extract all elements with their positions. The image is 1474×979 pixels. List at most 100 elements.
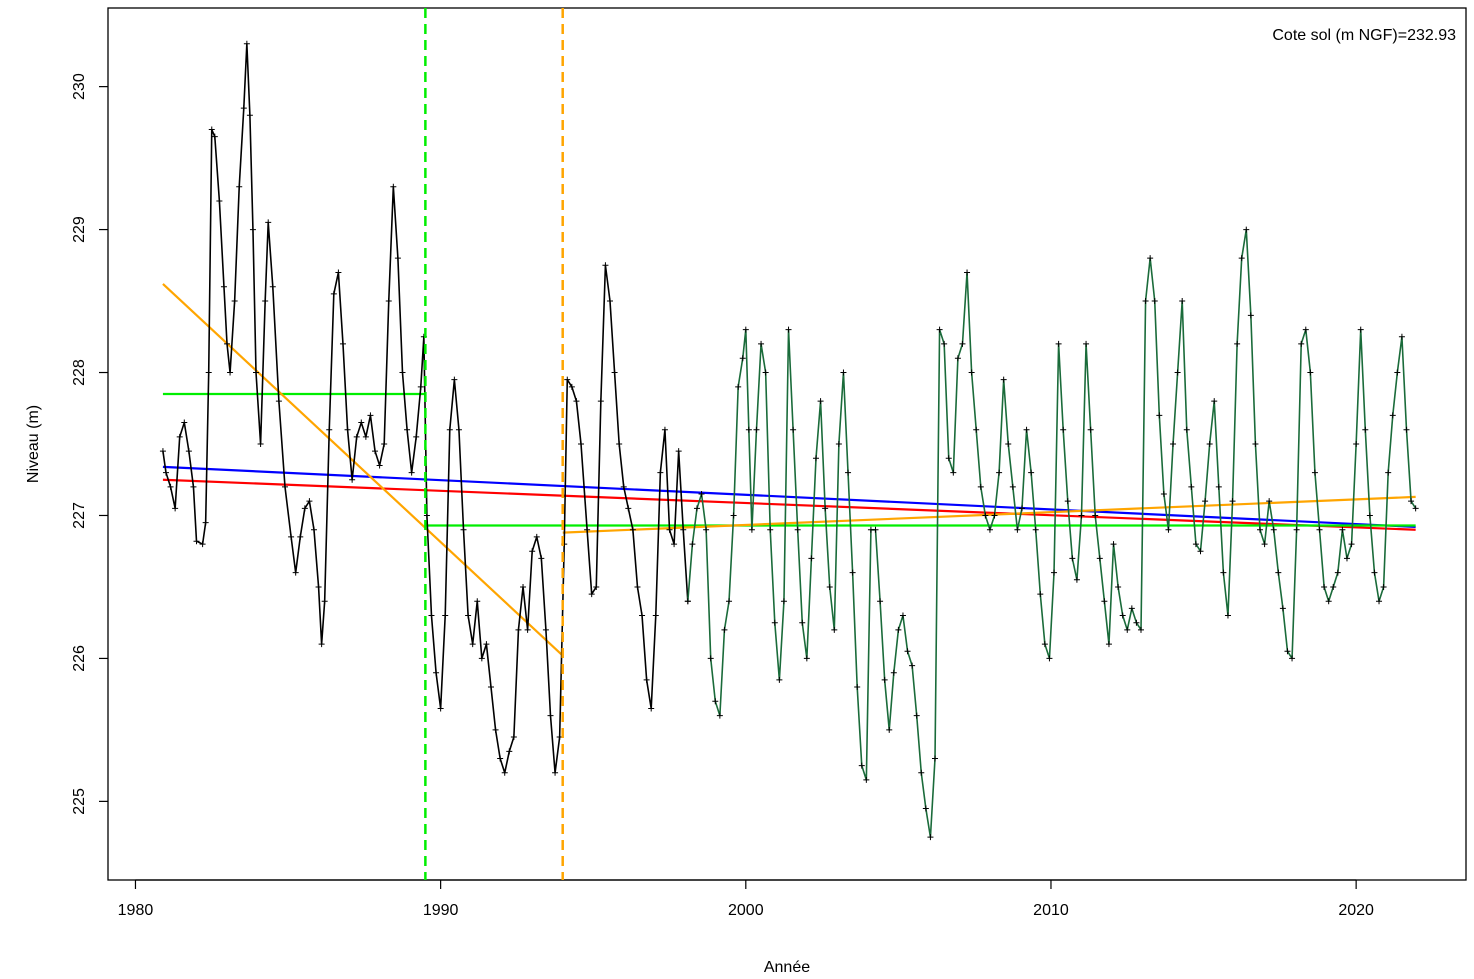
data-point (895, 626, 902, 633)
data-point (1289, 655, 1296, 662)
data-point (643, 676, 650, 683)
data-point (465, 612, 472, 619)
data-point (506, 748, 513, 755)
data-point (1376, 598, 1383, 605)
fit-line (162, 283, 564, 657)
data-point (671, 541, 678, 548)
data-point (474, 598, 481, 605)
data-point (542, 626, 549, 633)
data-point (584, 526, 591, 533)
data-point (780, 598, 787, 605)
data-point (1028, 469, 1035, 476)
data-point (835, 441, 842, 447)
data-point (446, 426, 453, 433)
data-point (1293, 526, 1300, 533)
data-point (1055, 340, 1062, 347)
data-point (1142, 298, 1149, 305)
data-point (954, 355, 961, 362)
data-point (684, 598, 691, 605)
data-point (794, 526, 801, 533)
data-point (310, 526, 317, 533)
data-point (451, 376, 458, 383)
data-point (501, 769, 508, 776)
data-point (771, 619, 778, 626)
data-point (1128, 605, 1135, 612)
data-point (318, 641, 325, 648)
data-point (620, 483, 627, 490)
data-point (497, 755, 504, 762)
data-point (1298, 340, 1305, 347)
data-point (265, 219, 272, 226)
data-point (845, 469, 852, 476)
data-point (1266, 498, 1273, 505)
data-point (1202, 498, 1209, 505)
annotation-ground-level: Cote sol (m NGF)=232.93 (1272, 27, 1456, 44)
data-point (224, 340, 231, 347)
data-point (185, 448, 192, 455)
data-point (1279, 605, 1286, 612)
data-point (790, 426, 797, 433)
data-point (1188, 483, 1195, 490)
data-point (1220, 569, 1227, 576)
data-point (863, 776, 870, 783)
data-point (533, 533, 540, 540)
data-point (1238, 255, 1245, 262)
data-point (159, 448, 166, 455)
data-point (913, 712, 920, 719)
data-point (275, 398, 282, 405)
data-point (404, 426, 411, 433)
data-point (564, 376, 571, 383)
data-point (306, 498, 313, 505)
data-point (358, 419, 365, 426)
data-point (890, 669, 897, 676)
data-point (236, 183, 243, 190)
data-point (881, 676, 888, 683)
data-point (1215, 483, 1222, 490)
data-point (849, 569, 856, 576)
x-tick-label: 2000 (728, 902, 764, 919)
data-point (831, 626, 838, 633)
y-tick-label: 230 (71, 73, 88, 100)
data-point (1138, 626, 1144, 633)
data-point (776, 676, 783, 683)
data-point (753, 426, 760, 433)
data-point (394, 255, 401, 262)
data-point (1018, 505, 1025, 512)
data-point (288, 533, 295, 540)
data-point (762, 369, 769, 376)
data-point (1096, 555, 1103, 562)
data-point (487, 684, 494, 691)
data-point (216, 197, 223, 204)
data-point (1000, 376, 1007, 383)
data-point (986, 526, 993, 533)
data-point (758, 340, 765, 347)
data-point (639, 612, 646, 619)
data-point (941, 340, 948, 347)
x-tick-label: 1990 (423, 902, 459, 919)
data-point (417, 383, 424, 390)
data-point (1046, 655, 1053, 662)
data-point (739, 355, 746, 362)
data-point (1069, 555, 1076, 562)
data-point (408, 469, 415, 476)
data-point (349, 476, 356, 483)
data-point (822, 505, 829, 512)
data-point (202, 519, 209, 526)
data-point (918, 769, 925, 776)
data-point (964, 269, 971, 276)
y-axis-title: Niveau (m) (25, 405, 42, 483)
data-point (469, 641, 476, 648)
y-tick-label: 225 (71, 788, 88, 815)
data-point (886, 726, 893, 733)
data-point (1353, 441, 1360, 447)
data-point (478, 655, 485, 662)
data-point (1408, 498, 1415, 505)
data-point (315, 583, 322, 590)
data-point (208, 126, 215, 133)
data-point (1014, 526, 1021, 533)
data-point (249, 226, 256, 233)
data-point (372, 448, 379, 455)
data-point (721, 626, 728, 633)
data-point (959, 340, 966, 347)
x-tick-label: 2010 (1033, 902, 1069, 919)
